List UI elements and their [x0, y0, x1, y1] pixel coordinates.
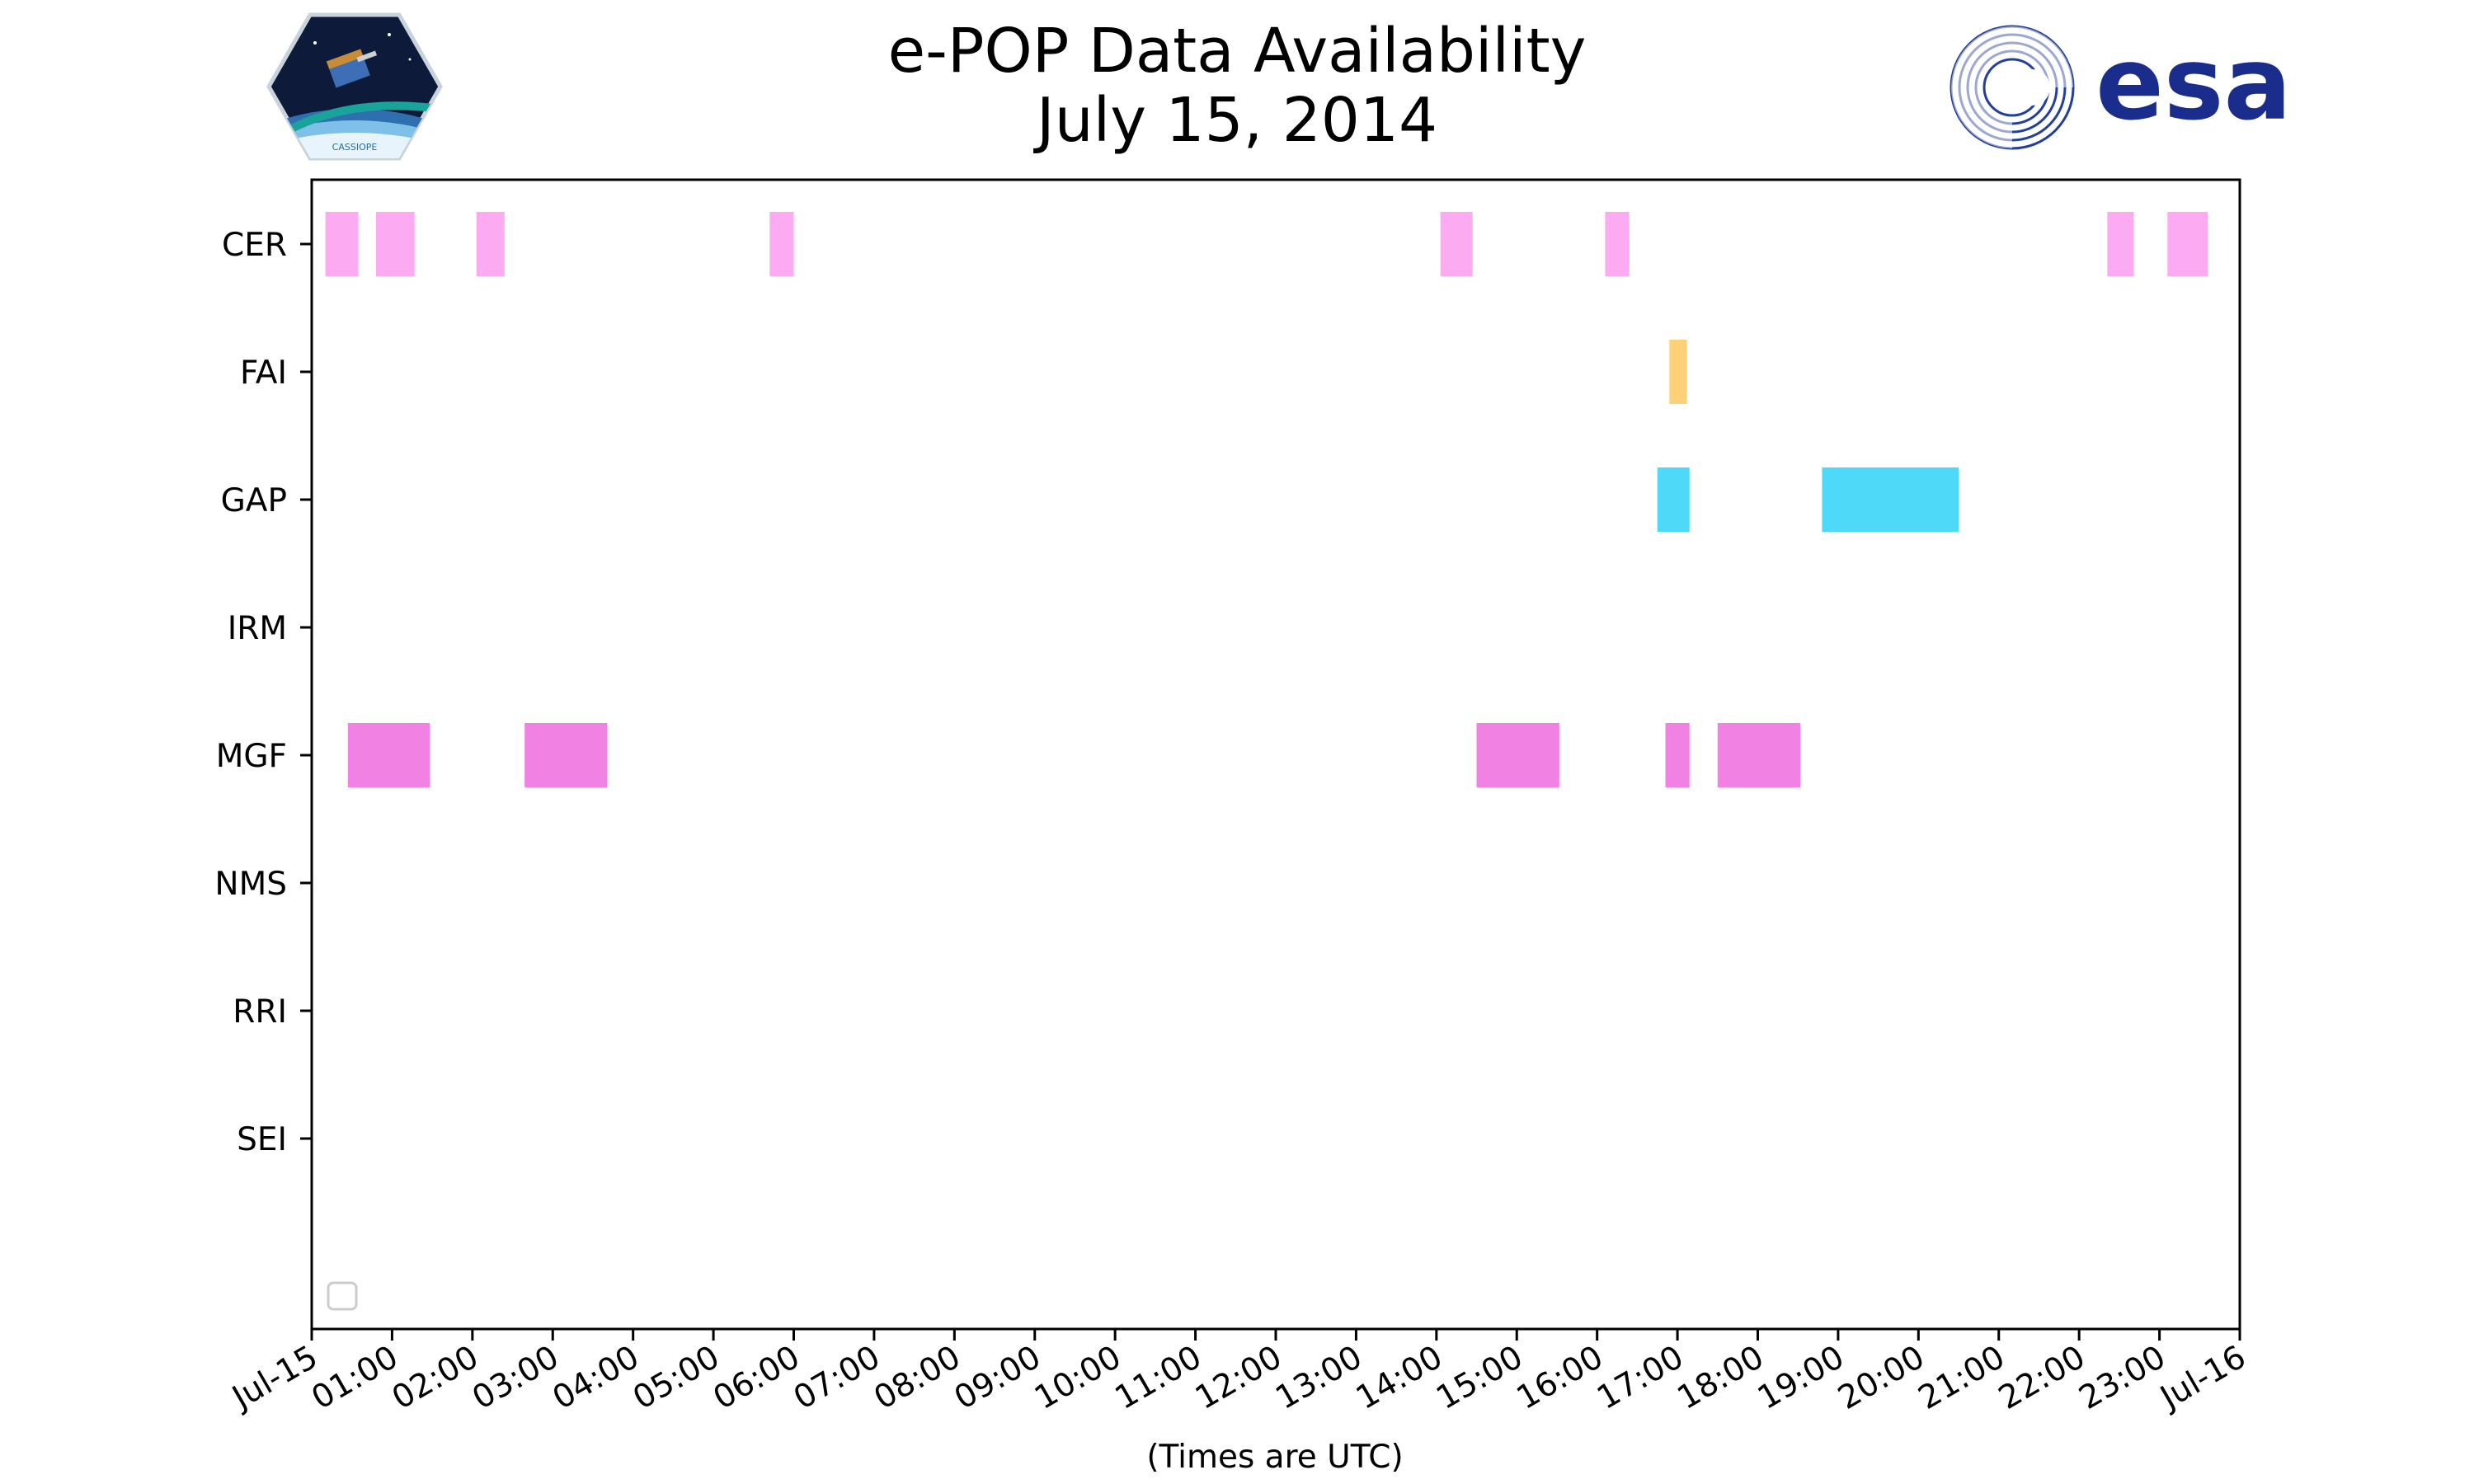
x-tick-label-1: 01:00	[306, 1339, 405, 1417]
y-tick-label-mgf: MGF	[216, 738, 287, 775]
x-tick-label-15: 15:00	[1430, 1339, 1529, 1417]
esa-logo-text: esa	[2095, 26, 2292, 143]
x-tick-label-16: 16:00	[1511, 1339, 1610, 1417]
x-tick-label-10: 10:00	[1028, 1339, 1127, 1417]
bar-gap-0	[1657, 467, 1690, 532]
x-tick-label-0: Jul-15	[224, 1339, 324, 1418]
x-tick-label-7: 07:00	[788, 1339, 887, 1417]
y-tick-label-nms: NMS	[214, 866, 287, 903]
bar-gap-1	[1822, 467, 1959, 532]
bar-cer-3	[769, 212, 794, 276]
x-tick-label-24: Jul-16	[2152, 1339, 2252, 1418]
x-tick-label-22: 22:00	[1992, 1339, 2091, 1417]
chart-title: e-POP Data Availability July 15, 2014	[0, 16, 2474, 155]
x-axis: Jul-1501:0002:0003:0004:0005:0006:0007:0…	[224, 1329, 2252, 1418]
y-tick-label-cer: CER	[222, 227, 287, 264]
x-tick-label-4: 04:00	[547, 1339, 646, 1417]
y-tick-label-sei: SEI	[237, 1121, 287, 1158]
x-tick-label-20: 20:00	[1832, 1339, 1931, 1417]
bar-cer-6	[2107, 212, 2134, 276]
x-tick-label-12: 12:00	[1189, 1339, 1288, 1417]
bar-mgf-3	[1665, 723, 1690, 787]
cassiope-mission-patch-icon: CASSIOPE	[266, 12, 443, 161]
y-axis: CER FAI GAP IRM MGF NMS RRI SEI	[214, 227, 312, 1158]
bar-mgf-4	[1717, 723, 1801, 787]
x-tick-label-19: 19:00	[1752, 1339, 1851, 1417]
esa-logo-icon: esa	[1950, 25, 2292, 150]
data-bars	[325, 212, 2208, 787]
cassiope-logo-text: CASSIOPE	[332, 142, 378, 153]
x-tick-label-6: 06:00	[708, 1339, 807, 1417]
x-tick-label-18: 18:00	[1672, 1339, 1771, 1417]
y-tick-label-gap: GAP	[221, 482, 287, 519]
x-tick-label-21: 21:00	[1912, 1339, 2011, 1417]
bar-cer-7	[2167, 212, 2208, 276]
x-tick-label-9: 09:00	[948, 1339, 1047, 1417]
x-tick-label-13: 13:00	[1270, 1339, 1369, 1417]
x-tick-label-17: 17:00	[1591, 1339, 1690, 1417]
bar-cer-0	[325, 212, 359, 276]
chart-subtitle-date: July 15, 2014	[1036, 85, 1438, 156]
x-tick-label-2: 02:00	[386, 1339, 485, 1417]
bar-cer-1	[375, 212, 415, 276]
bar-mgf-2	[1476, 723, 1559, 787]
bar-cer-5	[1605, 212, 1630, 276]
bar-fai-0	[1669, 340, 1687, 404]
x-tick-label-5: 05:00	[627, 1339, 726, 1417]
x-tick-label-8: 08:00	[868, 1339, 967, 1417]
bar-mgf-0	[347, 723, 430, 787]
x-tick-label-11: 11:00	[1109, 1339, 1208, 1417]
y-tick-label-rri: RRI	[233, 993, 287, 1031]
y-tick-label-irm: IRM	[228, 610, 287, 647]
x-tick-label-3: 03:00	[466, 1339, 565, 1417]
y-tick-label-fai: FAI	[240, 355, 287, 392]
x-axis-label: (Times are UTC)	[1146, 1439, 1403, 1476]
bar-cer-4	[1440, 212, 1473, 276]
x-tick-label-23: 23:00	[2073, 1339, 2172, 1417]
legend-box	[327, 1281, 358, 1311]
chart-title-line1: e-POP Data Availability	[887, 16, 1587, 87]
bar-mgf-1	[524, 723, 608, 787]
x-tick-label-14: 14:00	[1350, 1339, 1449, 1417]
bar-cer-2	[476, 212, 505, 276]
